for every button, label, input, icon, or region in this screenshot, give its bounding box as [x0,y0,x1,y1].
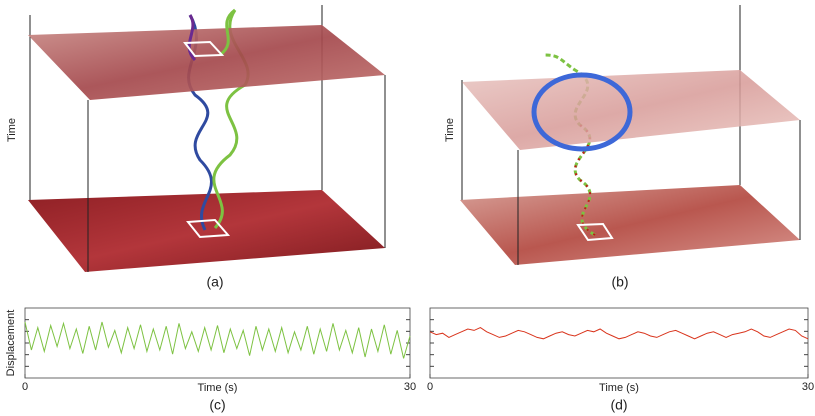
caption: (d) [610,397,627,413]
x-tick-label: 30 [404,381,416,393]
x-axis-label: Time (s) [198,382,238,394]
caption: (b) [611,274,628,290]
x-tick-label: 0 [22,381,28,393]
x-tick-label: 30 [802,381,814,393]
top-plane [28,25,385,100]
axis-label: Time [6,118,18,142]
x-axis-label: Time (s) [599,382,639,394]
caption: (a) [206,274,223,290]
signal-line [430,328,808,339]
panel-a [28,5,385,272]
x-tick-label: 0 [427,381,433,393]
panel-b [460,5,800,265]
plot-frame [25,308,410,378]
figure: Time Time (a) (b) 0 30 Time (s) Displacemen… [0,0,815,416]
bottom-plane [460,185,800,265]
plot-frame [430,308,808,378]
y-axis-label: Displacement [5,310,17,377]
signal-line [25,322,410,358]
axis-label: Time [444,118,456,142]
caption: (c) [209,397,225,413]
